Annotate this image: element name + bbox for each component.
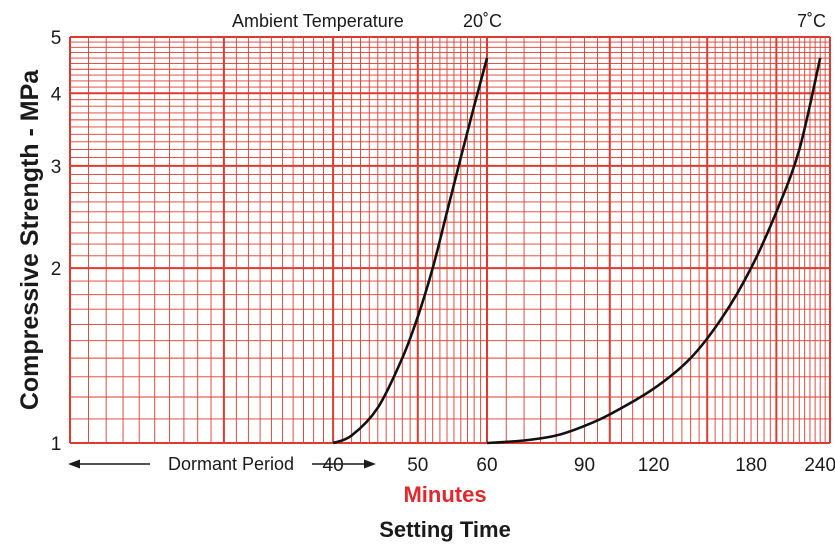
curve-label-7c: 7˚C — [797, 11, 826, 31]
x-tick-label: 180 — [735, 455, 767, 476]
dormant-period-label: Dormant Period — [168, 454, 294, 474]
y-tick-label: 2 — [51, 259, 62, 280]
dormant-arrowhead-left — [68, 459, 80, 469]
x-tick-label: 50 — [407, 455, 428, 476]
x-tick-labels: 40 50 60 90 120 180 240 — [323, 455, 835, 476]
x-tick-label: 40 — [323, 455, 344, 476]
curves — [332, 57, 822, 445]
y-tick-labels: 1 2 3 4 5 — [51, 28, 62, 455]
x-tick-label: 90 — [574, 455, 595, 476]
x-tick-label: 60 — [476, 455, 497, 476]
x-tick-label: 120 — [638, 455, 670, 476]
y-tick-label: 1 — [51, 434, 62, 455]
y-axis-title: Compressive Strength - MPa — [16, 69, 44, 410]
x-axis-title-setting-time: Setting Time — [379, 517, 511, 542]
x-tick-label: 240 — [804, 455, 835, 476]
y-tick-label: 5 — [51, 28, 62, 49]
dormant-arrowhead-right — [364, 459, 376, 469]
y-tick-label: 4 — [51, 84, 62, 105]
curve-7c — [486, 57, 822, 445]
grid — [69, 36, 831, 444]
curve-20c — [332, 57, 489, 445]
y-tick-label: 3 — [51, 157, 62, 178]
x-axis-title-minutes: Minutes — [403, 482, 486, 507]
curve-label-prefix: Ambient Temperature — [232, 11, 404, 31]
dormant-period-annotation: Dormant Period — [68, 454, 376, 474]
curve-label-20c: 20˚C — [463, 11, 502, 31]
